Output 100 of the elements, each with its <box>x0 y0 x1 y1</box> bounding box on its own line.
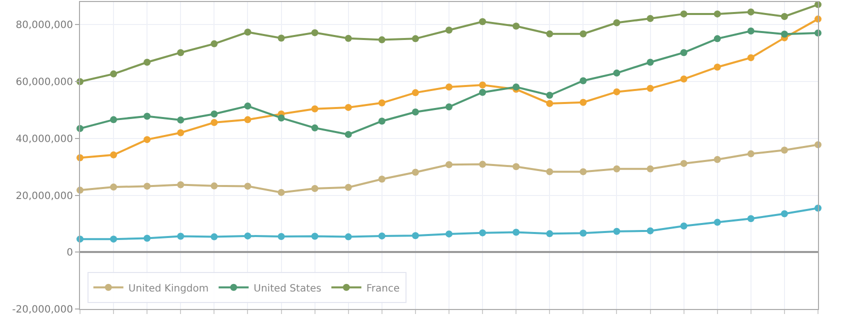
point <box>747 150 754 158</box>
point <box>479 160 486 168</box>
point <box>646 14 654 22</box>
point <box>412 89 419 96</box>
point <box>110 236 118 243</box>
point <box>780 210 788 218</box>
point <box>177 49 184 56</box>
point <box>580 230 587 237</box>
point <box>210 119 218 126</box>
point <box>378 176 386 183</box>
point <box>311 232 318 240</box>
point <box>747 54 754 62</box>
point <box>714 156 721 163</box>
point <box>546 30 554 38</box>
point <box>412 35 419 42</box>
point <box>244 116 252 124</box>
point <box>479 18 486 26</box>
point <box>479 82 486 88</box>
point <box>378 118 386 125</box>
point <box>210 40 218 48</box>
point <box>344 130 352 138</box>
point <box>646 227 654 234</box>
point <box>613 88 620 96</box>
point <box>210 182 218 190</box>
point <box>546 100 554 107</box>
point <box>177 116 184 124</box>
point <box>144 182 151 190</box>
point <box>311 105 318 112</box>
point <box>412 168 419 176</box>
point <box>613 70 620 77</box>
y-tick-label: -20,000,000 <box>12 304 73 316</box>
point <box>613 19 620 26</box>
point <box>144 112 151 120</box>
point <box>446 103 452 110</box>
point <box>110 184 118 191</box>
point <box>278 188 285 196</box>
point <box>177 129 184 136</box>
point <box>244 182 252 190</box>
point <box>278 34 285 42</box>
point <box>177 232 184 240</box>
legend-label: United States <box>254 283 322 294</box>
point <box>714 218 721 226</box>
point <box>613 165 620 172</box>
point <box>546 168 554 176</box>
y-tick-label: 80,000,000 <box>16 20 73 32</box>
point <box>512 83 520 90</box>
point <box>512 228 520 236</box>
point <box>344 233 352 240</box>
point <box>680 76 688 83</box>
point <box>344 104 352 111</box>
point <box>446 83 452 90</box>
point <box>210 233 218 240</box>
point <box>412 108 419 116</box>
point <box>780 13 788 20</box>
point <box>580 30 587 38</box>
point <box>580 98 587 106</box>
point <box>144 136 151 144</box>
point <box>646 84 654 92</box>
point <box>144 234 151 242</box>
point <box>378 36 386 44</box>
point <box>780 146 788 154</box>
point <box>110 116 118 124</box>
point <box>613 228 620 235</box>
legend-label: United Kingdom <box>128 283 209 294</box>
point <box>244 232 252 240</box>
point <box>446 230 452 238</box>
y-tick-label: 20,000,000 <box>16 190 73 202</box>
point <box>278 114 285 122</box>
point <box>278 233 285 240</box>
point <box>780 30 788 38</box>
point <box>244 102 252 110</box>
point <box>680 222 688 230</box>
point <box>680 10 688 18</box>
point <box>244 28 252 36</box>
point <box>714 64 721 71</box>
point <box>378 99 386 106</box>
point <box>747 8 754 16</box>
point <box>144 58 151 66</box>
point <box>646 58 654 66</box>
point <box>580 77 587 84</box>
point <box>378 232 386 240</box>
point <box>747 215 754 222</box>
point <box>580 168 587 176</box>
point <box>446 26 452 34</box>
point <box>311 184 318 192</box>
point <box>344 184 352 191</box>
point <box>210 110 218 118</box>
point <box>512 22 520 30</box>
point <box>446 161 452 168</box>
point <box>110 151 118 158</box>
y-tick-label: 0 <box>66 248 73 259</box>
point <box>646 165 654 172</box>
point <box>344 34 352 42</box>
point <box>546 92 554 99</box>
y-tick-label: 60,000,000 <box>16 77 73 88</box>
point <box>714 35 721 42</box>
y-tick-label: 40,000,000 <box>16 134 73 145</box>
point <box>680 49 688 56</box>
point <box>546 230 554 238</box>
point <box>177 181 184 188</box>
